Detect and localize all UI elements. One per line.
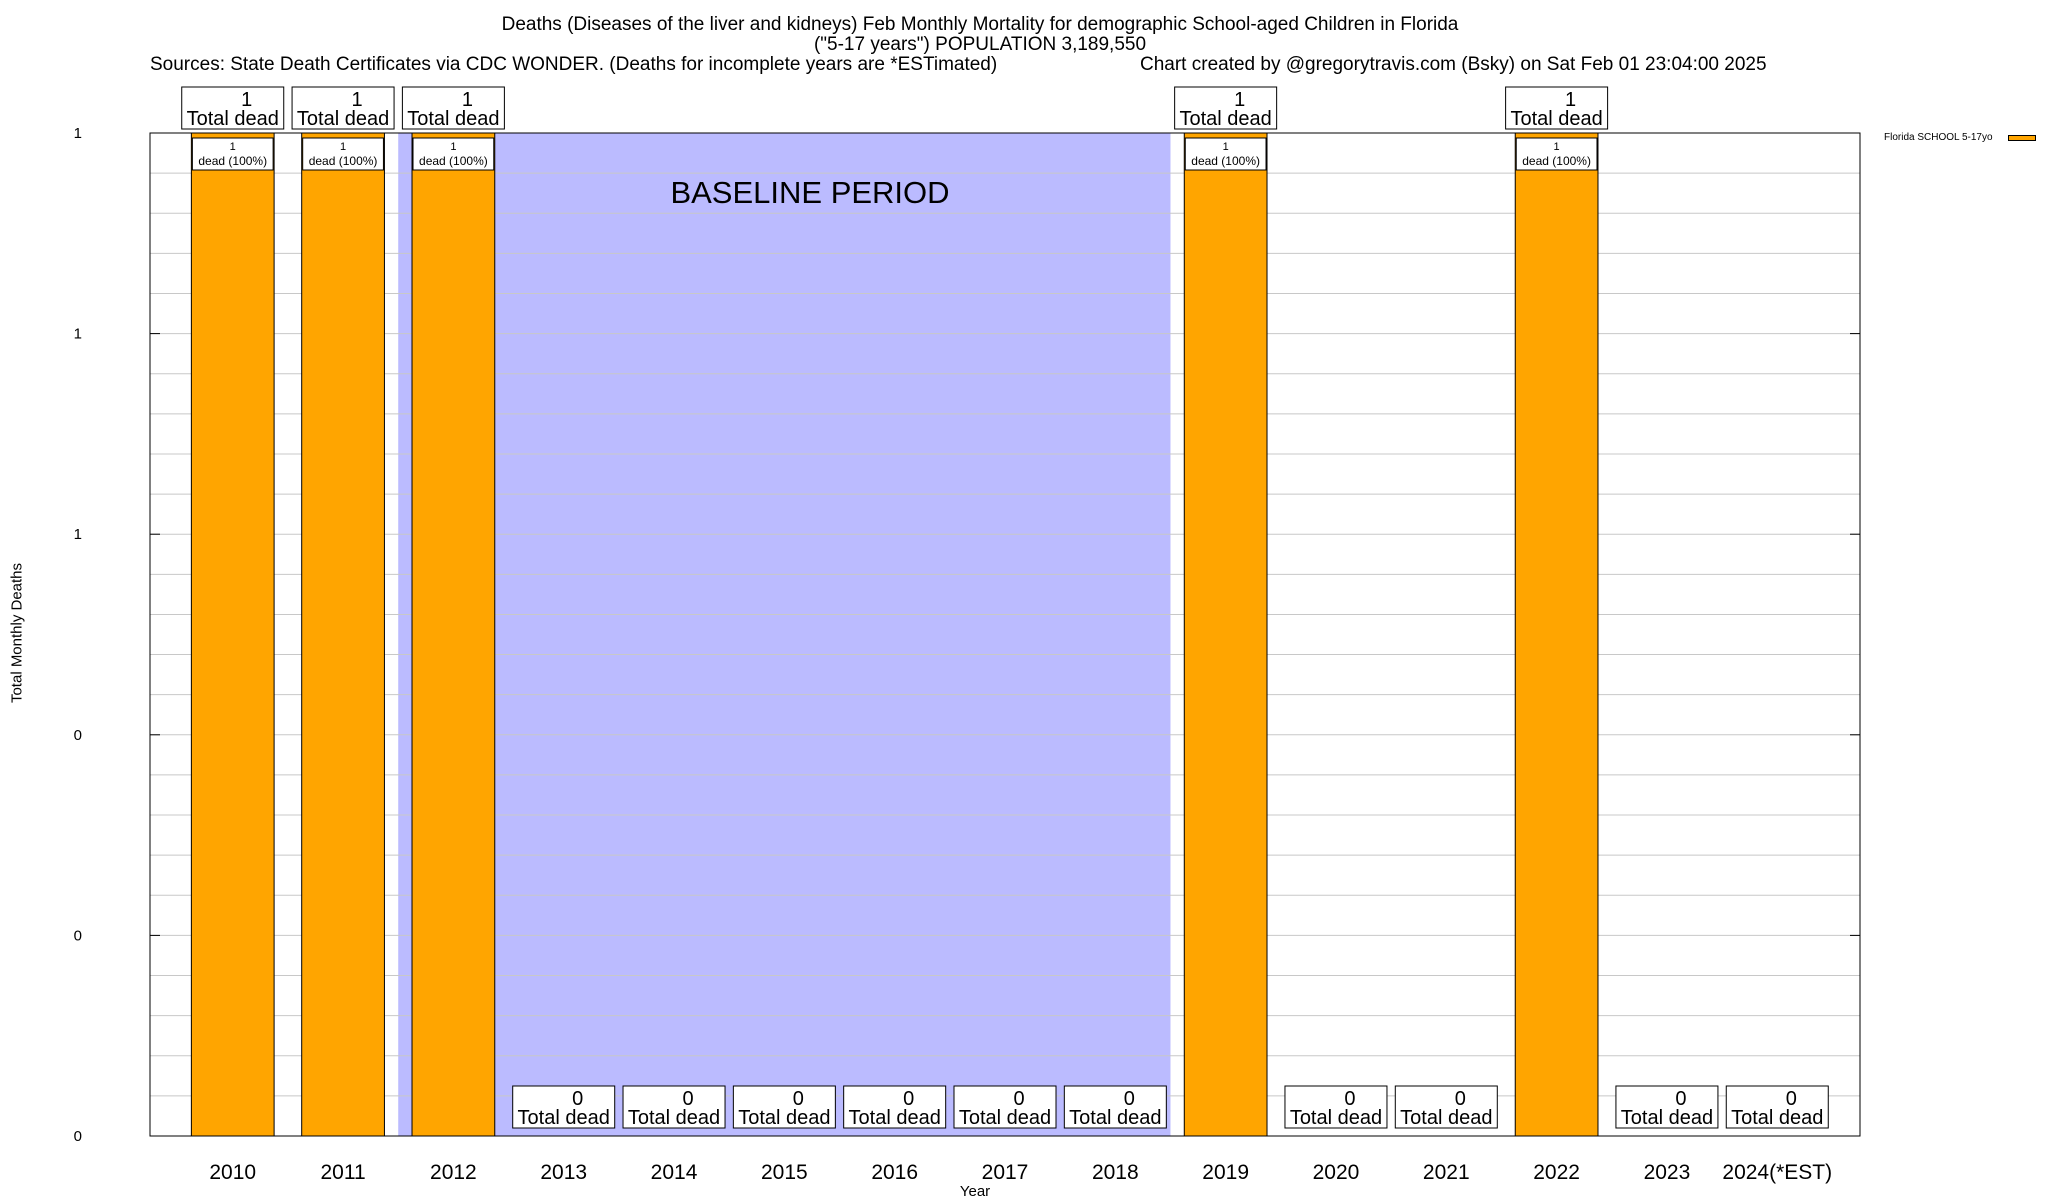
x-tick-label: 2017 [982,1161,1029,1184]
total-label-count: 1 [1565,89,1576,111]
total-label-text: Total dead [297,108,389,130]
total-label-count: 0 [793,1088,804,1110]
bar-inner-label-count: 1 [1554,141,1560,153]
plot-frame [149,132,1861,1137]
total-label-box [843,1085,947,1129]
total-label-box [732,1085,836,1129]
total-label-box [622,1085,726,1129]
y-tick-label: 0 [74,927,82,944]
total-label-count: 0 [1455,1088,1466,1110]
y-tick-label: 0 [74,727,82,744]
total-label-box [1284,1085,1388,1129]
legend-series-label: Florida SCHOOL 5-17yo [1884,132,1993,143]
bar-inner-label-text: dead (100%) [309,154,378,168]
x-tick-label: 2011 [320,1161,365,1184]
total-label-box [291,86,395,130]
total-label-text: Total dead [1621,1107,1713,1129]
y-tick-label: 0 [74,1128,82,1145]
bar-inner-label-count: 1 [450,141,456,153]
bar-inner-label-box [1515,137,1598,171]
bar [1514,132,1599,1137]
bar-inner-label-box [1184,137,1267,171]
bar-inner-label-text: dead (100%) [1191,154,1260,168]
x-tick-label: 2014 [651,1161,698,1184]
total-label-text: Total dead [1179,108,1271,130]
bar-inner-label-box [412,137,495,171]
bar [301,132,385,1137]
total-label-count: 0 [1786,1088,1797,1110]
bar [411,132,496,1137]
total-label-text: Total dead [849,1107,941,1129]
total-label-text: Total dead [1290,1107,1382,1129]
x-tick-label: 2010 [209,1161,256,1184]
total-label-count: 0 [1675,1088,1686,1110]
total-label-count: 1 [241,89,252,111]
total-label-box [953,1085,1057,1129]
total-label-box [181,86,285,130]
bar-inner-label-text: dead (100%) [1522,154,1591,168]
total-label-text: Total dead [187,108,279,130]
total-label-count: 0 [1344,1088,1355,1110]
total-label-count: 0 [903,1088,914,1110]
total-label-count: 0 [1013,1088,1024,1110]
y-tick-label: 1 [74,326,82,343]
total-label-box [512,1085,616,1129]
total-label-count: 0 [1124,1088,1135,1110]
bar-inner-label-box [302,137,384,171]
x-tick-label: 2023 [1644,1161,1691,1184]
x-tick-label: 2012 [430,1161,477,1184]
total-label-box [1063,1085,1167,1129]
total-label-box [1615,1085,1719,1129]
x-tick-label: 2024(*EST) [1722,1161,1832,1184]
total-label-text: Total dead [1400,1107,1492,1129]
total-label-count: 1 [462,89,473,111]
x-tick-label: 2016 [871,1161,918,1184]
x-tick-label: 2018 [1092,1161,1139,1184]
bar [1183,132,1268,1137]
baseline-period-shade [398,133,1171,1136]
bar-inner-label-count: 1 [1223,141,1229,153]
total-label-count: 1 [1234,89,1245,111]
chart-sources-note: Sources: State Death Certificates via CD… [150,54,998,75]
total-label-text: Total dead [1069,1107,1161,1129]
total-label-count: 1 [352,89,363,111]
total-label-text: Total dead [518,1107,610,1129]
total-label-box [1174,86,1278,130]
total-label-count: 0 [572,1088,583,1110]
x-tick-label: 2013 [540,1161,587,1184]
baseline-period-label: BASELINE PERIOD [670,175,949,210]
total-label-box [1505,86,1609,130]
total-label-text: Total dead [959,1107,1051,1129]
x-tick-label: 2019 [1202,1161,1249,1184]
total-label-text: Total dead [1510,108,1602,130]
total-label-box [1725,1085,1829,1129]
total-label-box [1394,1085,1498,1129]
chart-subtitle: ("5-17 years") POPULATION 3,189,550 [813,34,1147,55]
chart-credit-note: Chart created by @gregorytravis.com (Bsk… [1140,54,1767,75]
x-tick-label: 2021 [1423,1161,1470,1184]
x-tick-label: 2020 [1313,1161,1360,1184]
total-label-count: 0 [682,1088,693,1110]
total-label-text: Total dead [407,108,499,130]
total-label-text: Total dead [1731,1107,1823,1129]
bar-inner-label-text: dead (100%) [198,154,267,168]
total-label-text: Total dead [738,1107,830,1129]
x-tick-label: 2015 [761,1161,808,1184]
legend-series-swatch [2008,135,2036,141]
bar-inner-label-count: 1 [230,141,236,153]
bar [190,132,275,1137]
y-tick-label: 1 [74,125,82,142]
bar-inner-label-text: dead (100%) [419,154,488,168]
total-label-text: Total dead [628,1107,720,1129]
x-tick-label: 2022 [1533,1161,1580,1184]
bar-inner-label-count: 1 [340,141,346,153]
x-axis-label: Year [960,1183,990,1200]
y-tick-label: 1 [74,526,82,543]
bar-inner-label-box [191,137,274,171]
chart-title: Deaths (Diseases of the liver and kidney… [501,14,1459,35]
total-label-box [401,86,505,130]
